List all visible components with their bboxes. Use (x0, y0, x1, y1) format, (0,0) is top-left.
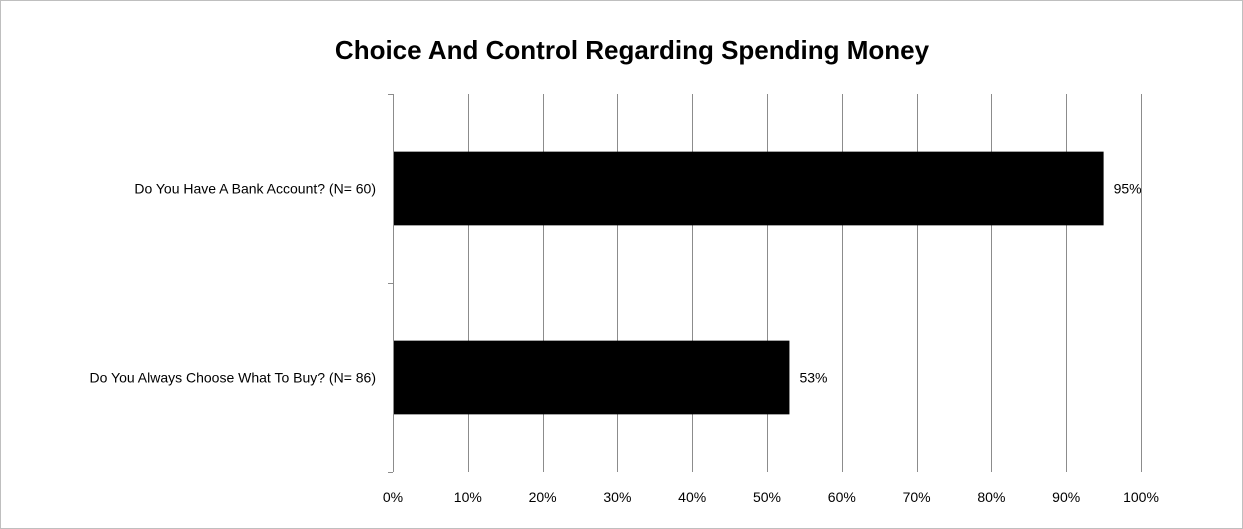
chart-title: Choice And Control Regarding Spending Mo… (335, 35, 930, 65)
x-tick-label: 80% (977, 489, 1005, 505)
category-labels: Do You Have A Bank Account? (N= 60) Do Yo… (89, 181, 376, 386)
x-tick-label: 70% (903, 489, 931, 505)
x-tick-label: 100% (1123, 489, 1159, 505)
bars (394, 151, 1104, 415)
x-tick-label: 40% (678, 489, 706, 505)
bar (394, 151, 1104, 226)
data-label: 53% (799, 370, 827, 386)
x-tick-label: 0% (383, 489, 403, 505)
x-tick-labels: 0% 10% 20% 30% 40% 50% 60% 70% 80% 90% 100% (383, 489, 1159, 505)
x-tick-label: 60% (828, 489, 856, 505)
category-label: Do You Always Choose What To Buy? (N= 86… (89, 370, 376, 386)
bar (394, 340, 790, 415)
x-tick-label: 90% (1052, 489, 1080, 505)
x-tick-label: 50% (753, 489, 781, 505)
x-tick-label: 20% (529, 489, 557, 505)
gridlines (468, 94, 1142, 472)
data-labels: 95% 53% (799, 181, 1141, 386)
x-tick-label: 10% (454, 489, 482, 505)
category-label: Do You Have A Bank Account? (N= 60) (134, 181, 376, 197)
data-label: 95% (1114, 181, 1142, 197)
x-tick-label: 30% (603, 489, 631, 505)
axes (388, 94, 394, 473)
